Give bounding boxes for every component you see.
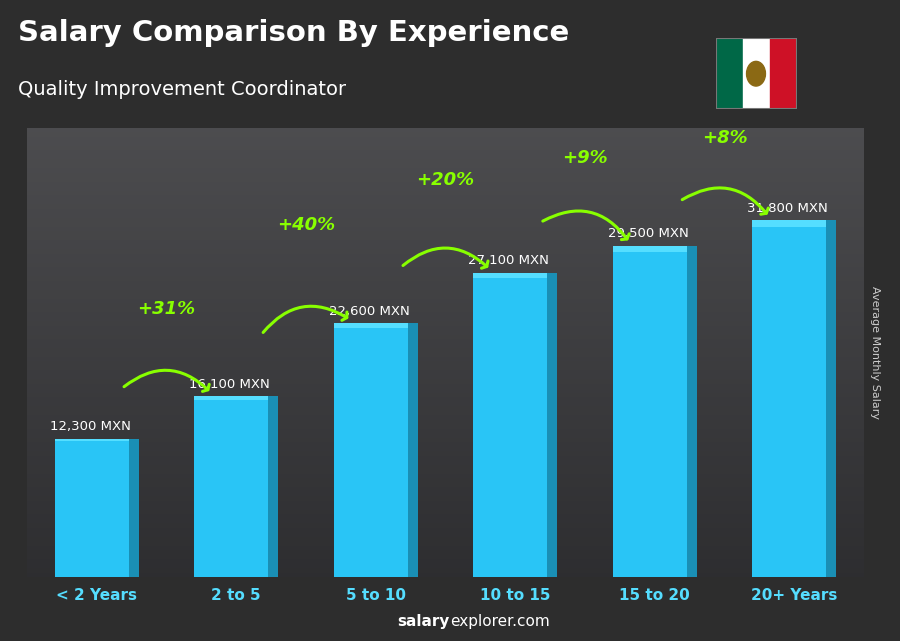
Bar xyxy=(334,323,408,577)
Bar xyxy=(129,439,139,577)
Bar xyxy=(408,323,418,577)
Bar xyxy=(194,396,268,399)
Bar xyxy=(55,439,129,577)
Circle shape xyxy=(746,62,765,86)
Bar xyxy=(334,323,408,328)
Bar xyxy=(55,439,129,442)
Text: +31%: +31% xyxy=(138,300,195,318)
Text: Salary Comparison By Experience: Salary Comparison By Experience xyxy=(18,19,569,47)
Bar xyxy=(473,273,547,278)
Text: 22,600 MXN: 22,600 MXN xyxy=(328,304,410,318)
Text: salary: salary xyxy=(398,615,450,629)
Bar xyxy=(826,220,836,577)
Text: +20%: +20% xyxy=(417,171,474,188)
Bar xyxy=(770,38,796,109)
Text: +40%: +40% xyxy=(277,215,335,233)
Bar xyxy=(742,38,770,109)
Bar xyxy=(547,273,557,577)
Text: Quality Improvement Coordinator: Quality Improvement Coordinator xyxy=(18,80,346,99)
Bar xyxy=(613,246,687,252)
Bar xyxy=(752,220,826,227)
Bar xyxy=(268,396,278,577)
Text: 12,300 MXN: 12,300 MXN xyxy=(50,420,130,433)
Bar xyxy=(716,38,742,109)
Text: 16,100 MXN: 16,100 MXN xyxy=(189,378,270,390)
Bar xyxy=(752,220,826,577)
Text: 29,500 MXN: 29,500 MXN xyxy=(608,228,688,240)
Text: Average Monthly Salary: Average Monthly Salary xyxy=(869,286,880,419)
Bar xyxy=(194,396,268,577)
Text: explorer.com: explorer.com xyxy=(450,615,550,629)
Text: +8%: +8% xyxy=(702,129,747,147)
Bar xyxy=(473,273,547,577)
Text: 31,800 MXN: 31,800 MXN xyxy=(747,201,828,215)
Text: +9%: +9% xyxy=(562,149,608,167)
Text: 27,100 MXN: 27,100 MXN xyxy=(468,254,549,267)
Bar xyxy=(613,246,687,577)
Bar xyxy=(687,246,697,577)
